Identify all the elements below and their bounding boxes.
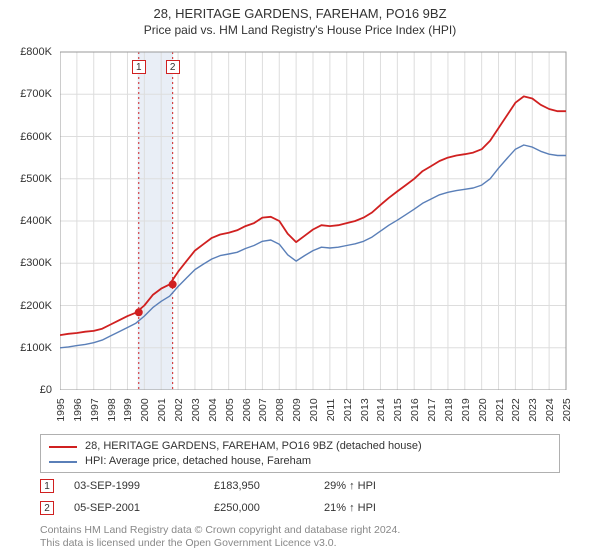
transaction-price: £250,000 [214, 502, 324, 514]
legend-swatch [49, 461, 77, 463]
legend-label: HPI: Average price, detached house, Fare… [85, 454, 311, 469]
y-tick-label: £600K [20, 131, 52, 143]
transaction-row: 1 03-SEP-1999 £183,950 29% ↑ HPI [40, 475, 560, 497]
x-tick-label: 2025 [561, 398, 573, 421]
x-tick-label: 1999 [122, 398, 134, 421]
x-tick-label: 1995 [55, 398, 67, 421]
legend-item: 28, HERITAGE GARDENS, FAREHAM, PO16 9BZ … [49, 439, 551, 454]
chart-transaction-marker: 2 [166, 60, 180, 74]
x-tick-label: 2021 [494, 398, 506, 421]
footer-attribution: Contains HM Land Registry data © Crown c… [40, 524, 560, 550]
x-tick-label: 2009 [291, 398, 303, 421]
x-tick-label: 2015 [392, 398, 404, 421]
footer-line: This data is licensed under the Open Gov… [40, 537, 560, 550]
x-tick-label: 2005 [224, 398, 236, 421]
x-tick-label: 2010 [308, 398, 320, 421]
x-tick-label: 2024 [544, 398, 556, 421]
chart-subtitle: Price paid vs. HM Land Registry's House … [0, 23, 600, 37]
x-tick-label: 2018 [443, 398, 455, 421]
x-tick-label: 2004 [207, 398, 219, 421]
y-tick-label: £100K [20, 342, 52, 354]
legend-swatch [49, 446, 77, 448]
x-tick-label: 2020 [477, 398, 489, 421]
x-tick-label: 2000 [139, 398, 151, 421]
y-axis: £0£100K£200K£300K£400K£500K£600K£700K£80… [0, 50, 56, 390]
x-tick-label: 2013 [359, 398, 371, 421]
legend-label: 28, HERITAGE GARDENS, FAREHAM, PO16 9BZ … [85, 439, 422, 454]
x-tick-label: 2002 [173, 398, 185, 421]
y-tick-label: £0 [40, 384, 52, 396]
x-tick-label: 2017 [426, 398, 438, 421]
y-tick-label: £300K [20, 257, 52, 269]
x-tick-label: 2007 [257, 398, 269, 421]
x-tick-label: 2019 [460, 398, 472, 421]
chart-container: 28, HERITAGE GARDENS, FAREHAM, PO16 9BZ … [0, 0, 600, 560]
y-tick-label: £800K [20, 46, 52, 58]
transaction-marker: 1 [40, 479, 54, 493]
y-tick-label: £200K [20, 300, 52, 312]
chart-svg [60, 50, 570, 390]
y-tick-label: £700K [20, 88, 52, 100]
transaction-change: 29% ↑ HPI [324, 480, 464, 492]
x-tick-label: 2006 [241, 398, 253, 421]
chart-plot-area: 12 [60, 50, 570, 390]
x-tick-label: 2014 [375, 398, 387, 421]
transaction-marker: 2 [40, 501, 54, 515]
transaction-change: 21% ↑ HPI [324, 502, 464, 514]
x-tick-label: 2003 [190, 398, 202, 421]
x-tick-label: 1996 [72, 398, 84, 421]
chart-title: 28, HERITAGE GARDENS, FAREHAM, PO16 9BZ [0, 6, 600, 21]
x-tick-label: 2001 [156, 398, 168, 421]
transaction-price: £183,950 [214, 480, 324, 492]
chart-transaction-marker: 1 [132, 60, 146, 74]
x-tick-label: 2022 [510, 398, 522, 421]
transaction-date: 05-SEP-2001 [54, 502, 214, 514]
footer-line: Contains HM Land Registry data © Crown c… [40, 524, 560, 537]
x-tick-label: 1997 [89, 398, 101, 421]
x-tick-label: 1998 [106, 398, 118, 421]
x-tick-label: 2008 [274, 398, 286, 421]
y-tick-label: £400K [20, 215, 52, 227]
x-tick-label: 2011 [325, 399, 337, 422]
legend: 28, HERITAGE GARDENS, FAREHAM, PO16 9BZ … [40, 434, 560, 473]
legend-item: HPI: Average price, detached house, Fare… [49, 454, 551, 469]
transaction-row: 2 05-SEP-2001 £250,000 21% ↑ HPI [40, 497, 560, 519]
transaction-date: 03-SEP-1999 [54, 480, 214, 492]
x-tick-label: 2012 [342, 398, 354, 421]
x-tick-label: 2016 [409, 398, 421, 421]
x-tick-label: 2023 [527, 398, 539, 421]
title-block: 28, HERITAGE GARDENS, FAREHAM, PO16 9BZ … [0, 0, 600, 37]
transactions-table: 1 03-SEP-1999 £183,950 29% ↑ HPI 2 05-SE… [40, 475, 560, 519]
y-tick-label: £500K [20, 173, 52, 185]
